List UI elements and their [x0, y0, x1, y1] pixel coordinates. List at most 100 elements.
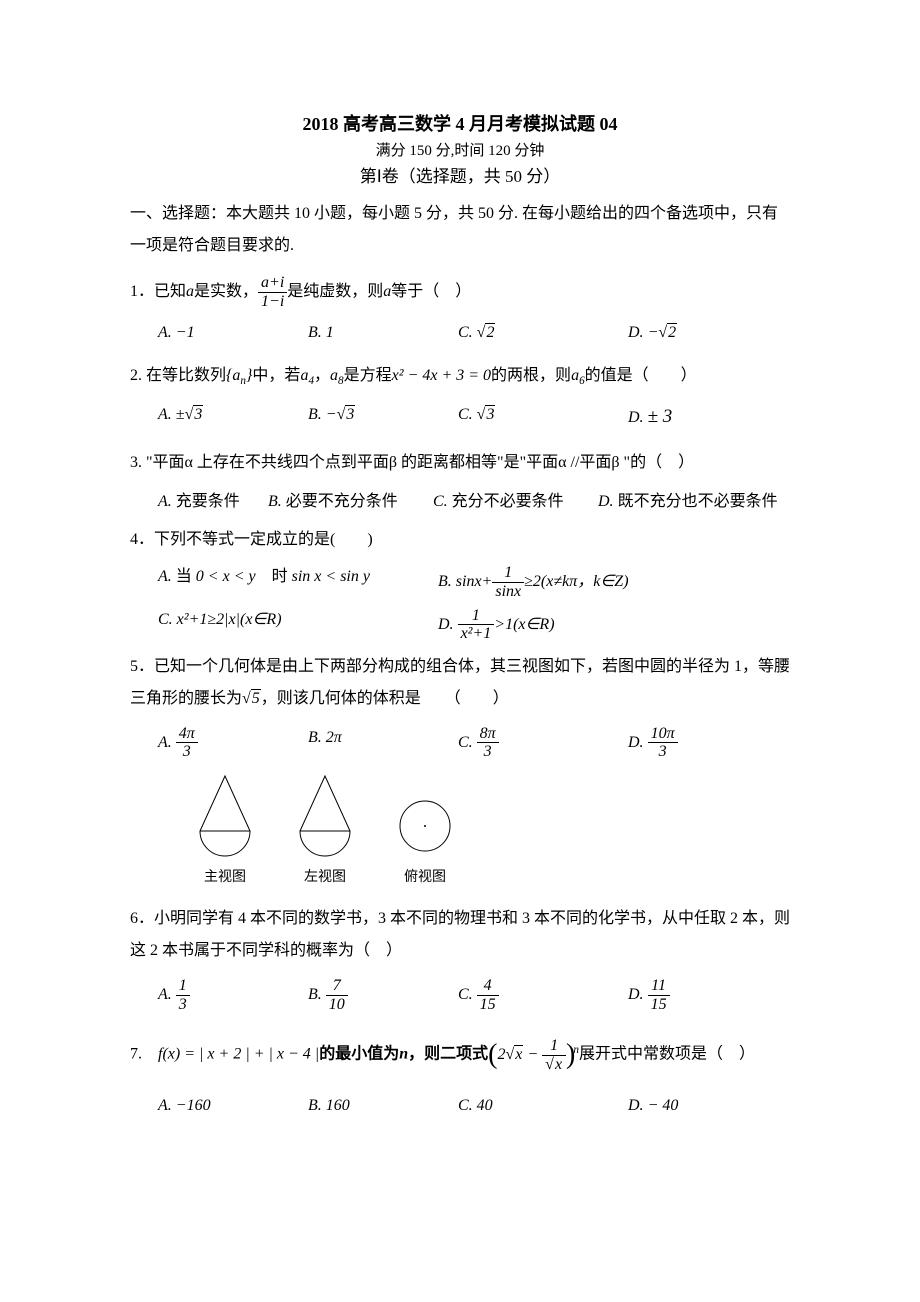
q2-a8: a [330, 367, 338, 384]
q2-opt-c: C. 3 [458, 402, 628, 432]
q5-fig3-label: 俯视图 [390, 867, 460, 889]
question-3: 3. "平面α 上存在不共线四个点到平面β 的距离都相等"是"平面α //平面β… [130, 447, 790, 515]
q5-fig2-label: 左视图 [290, 867, 360, 889]
instructions: 一、选择题：本大题共 10 小题，每小题 5 分，共 50 分. 在每小题给出的… [130, 198, 790, 262]
q7-options: A. −160 B. 160 C. 40 D. − 40 [130, 1093, 790, 1119]
q5-c-den: 3 [477, 743, 499, 761]
q6-c-num: 4 [477, 977, 499, 996]
q5-fig-top: 俯视图 [390, 771, 460, 889]
q2-mid1: 中，若 [252, 367, 300, 384]
q2-prefix: 2. 在等比数列 [130, 367, 226, 384]
q5-suffix: ，则该几何体的体积是 （ ） [261, 690, 509, 707]
exam-subtitle: 满分 150 分,时间 120 分钟 [130, 139, 790, 163]
q7-n: n [399, 1046, 408, 1063]
q7-den-rad: x [554, 1055, 563, 1073]
q2-b-pre: − [326, 406, 337, 423]
q5-options: A. 4π3 B. 2π C. 8π3 D. 10π3 [130, 725, 790, 761]
question-1: 1．已知a是实数，a+i1−i是纯虚数，则a等于（ ） A. −1 B. 1 C… [130, 274, 790, 346]
q6-b-den: 10 [326, 996, 348, 1014]
q4-d-num: 1 [458, 607, 495, 626]
question-6: 6．小明同学有 4 本不同的数学书，3 本不同的物理书和 3 本不同的化学书，从… [130, 903, 790, 1013]
q7-prefix: 7. [130, 1046, 158, 1063]
q3-opt-d: D. 既不充分也不必要条件 [598, 489, 778, 515]
q2-opt-b: B. −3 [308, 402, 458, 432]
q7-minus: − [523, 1046, 542, 1063]
q4-opt-b: B. sinx+1sinx≥2(x≠kπ，k∈Z) [438, 564, 629, 600]
q3-opt-b: B. 必要不充分条件 [268, 489, 433, 515]
q7-opt-d: D. − 40 [628, 1093, 678, 1119]
q1-a-val: −1 [176, 324, 195, 341]
q3-opt-a: A. 充要条件 [158, 489, 268, 515]
q2-c-rad: 3 [485, 405, 495, 423]
question-7: 7. f(x) = | x + 2 | + | x − 4 |的最小值为n，则二… [130, 1027, 790, 1119]
q3-opt-c: C. 充分不必要条件 [433, 489, 598, 515]
q4-text: 4．下列不等式一定成立的是( ) [130, 524, 790, 556]
q5-figures: 主视图 左视图 俯视图 [130, 771, 790, 889]
q2-comma: ， [314, 367, 330, 384]
q2-b-rad: 3 [345, 405, 355, 423]
q4-b-r: ≥2(x≠kπ，k∈Z) [524, 573, 628, 590]
q5-d-den: 3 [648, 743, 678, 761]
q3-b-val: 必要不充分条件 [286, 493, 398, 510]
q7-text: 7. f(x) = | x + 2 | + | x − 4 |的最小值为n，则二… [130, 1027, 790, 1083]
q1-mid2: 是纯虚数，则 [287, 283, 383, 300]
q6-opt-d: D. 1115 [628, 977, 670, 1013]
q2-suffix: 的值是（ ） [585, 367, 697, 384]
q2-eq: x² − 4x + 3 = 0 [392, 367, 491, 384]
front-view-icon [190, 771, 260, 861]
q6-opt-b: B. 710 [308, 977, 458, 1013]
q7-num: 1 [542, 1037, 566, 1056]
q7-term-rad: x [514, 1045, 523, 1063]
q7-d-val: − 40 [648, 1097, 679, 1114]
q1-fraction: a+i1−i [258, 274, 287, 310]
q4-d-den: x²+1 [458, 625, 495, 643]
exam-title: 2018 高考高三数学 4 月月考模拟试题 04 [130, 110, 790, 139]
question-4: 4．下列不等式一定成立的是( ) A. 当 0 < x < y 时 sin x … [130, 524, 790, 642]
q4-options: A. 当 0 < x < y 时 sin x < sin y B. sinx+1… [130, 564, 790, 642]
q2-seq: {a [226, 367, 240, 384]
q7-fx: f(x) = | x + 2 | + | x − 4 | [158, 1046, 319, 1063]
q1-d-rad: 2 [667, 323, 677, 341]
q1-text: 1．已知a是实数，a+i1−i是纯虚数，则a等于（ ） [130, 274, 790, 310]
q5-fig-front: 主视图 [190, 771, 260, 889]
q4-b-num: 1 [492, 564, 524, 583]
q7-mid2: ，则二项式 [408, 1046, 488, 1063]
q5-b-val: 2π [326, 729, 342, 746]
q3-text: 3. "平面α 上存在不共线四个点到平面β 的距离都相等"是"平面α //平面β… [130, 447, 790, 479]
q6-d-num: 11 [648, 977, 670, 996]
q1-opt-d: D. −2 [628, 320, 677, 346]
q5-opt-b: B. 2π [308, 725, 458, 761]
q3-a-val: 充要条件 [176, 493, 240, 510]
q4-opt-c: C. x²+1≥2|x|(x∈R) [158, 607, 438, 643]
q5-opt-c: C. 8π3 [458, 725, 628, 761]
q3-options: A. 充要条件 B. 必要不充分条件 C. 充分不必要条件 D. 既不充分也不必… [130, 489, 790, 515]
q2-a-pre: ± [176, 406, 185, 423]
q7-suffix: 展开式中常数项是（ ） [579, 1046, 755, 1063]
q6-opt-a: A. 13 [158, 977, 308, 1013]
q6-opt-c: C. 415 [458, 977, 628, 1013]
question-2: 2. 在等比数列{an}中，若a4，a8是方程x² − 4x + 3 = 0的两… [130, 360, 790, 433]
q2-a6: a [571, 367, 579, 384]
q6-b-num: 7 [326, 977, 348, 996]
q1-var-a: a [186, 283, 194, 300]
question-5: 5．已知一个几何体是由上下两部分构成的组合体，其三视图如下，若图中圆的半径为 1… [130, 651, 790, 890]
q4-c-val: x²+1≥2|x|(x∈R) [177, 611, 282, 628]
q7-term-l: 2 [497, 1046, 505, 1063]
q1-d-pre: − [648, 324, 659, 341]
q2-opt-a: A. ±3 [158, 402, 308, 432]
q4-a-pre: 当 [176, 568, 192, 585]
q1-opt-b: B. 1 [308, 320, 458, 346]
q7-b-val: 160 [326, 1097, 350, 1114]
q5-opt-d: D. 10π3 [628, 725, 678, 761]
side-view-icon [290, 771, 360, 861]
q5-text: 5．已知一个几何体是由上下两部分构成的组合体，其三视图如下，若图中圆的半径为 1… [130, 651, 790, 715]
section-header: 第Ⅰ卷（选择题，共 50 分） [130, 163, 790, 190]
q1-frac-num: a+i [258, 274, 287, 293]
q7-opt-b: B. 160 [308, 1093, 458, 1119]
q5-a-den: 3 [176, 743, 198, 761]
q5-c-num: 8π [477, 725, 499, 744]
q4-d-r: >1(x∈R) [494, 615, 554, 632]
q6-d-den: 15 [648, 996, 670, 1014]
q3-c-val: 充分不必要条件 [452, 493, 564, 510]
q2-a-rad: 3 [193, 405, 203, 423]
